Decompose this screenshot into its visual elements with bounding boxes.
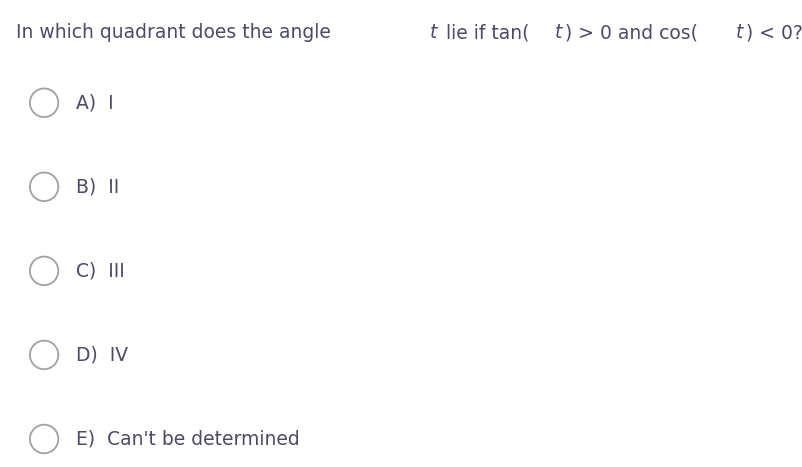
Text: t: t <box>736 23 743 42</box>
Text: t: t <box>430 23 437 42</box>
Text: t: t <box>555 23 562 42</box>
Text: ) > 0 and cos(: ) > 0 and cos( <box>565 23 698 42</box>
Text: E)  Can't be determined: E) Can't be determined <box>76 430 300 448</box>
Text: In which quadrant does the angle: In which quadrant does the angle <box>16 23 337 42</box>
Text: D)  IV: D) IV <box>76 346 128 364</box>
Text: ) < 0?: ) < 0? <box>746 23 802 42</box>
Text: C)  III: C) III <box>76 262 125 280</box>
Text: B)  II: B) II <box>76 177 119 196</box>
Text: A)  I: A) I <box>76 93 114 112</box>
Text: lie if tan(: lie if tan( <box>439 23 529 42</box>
